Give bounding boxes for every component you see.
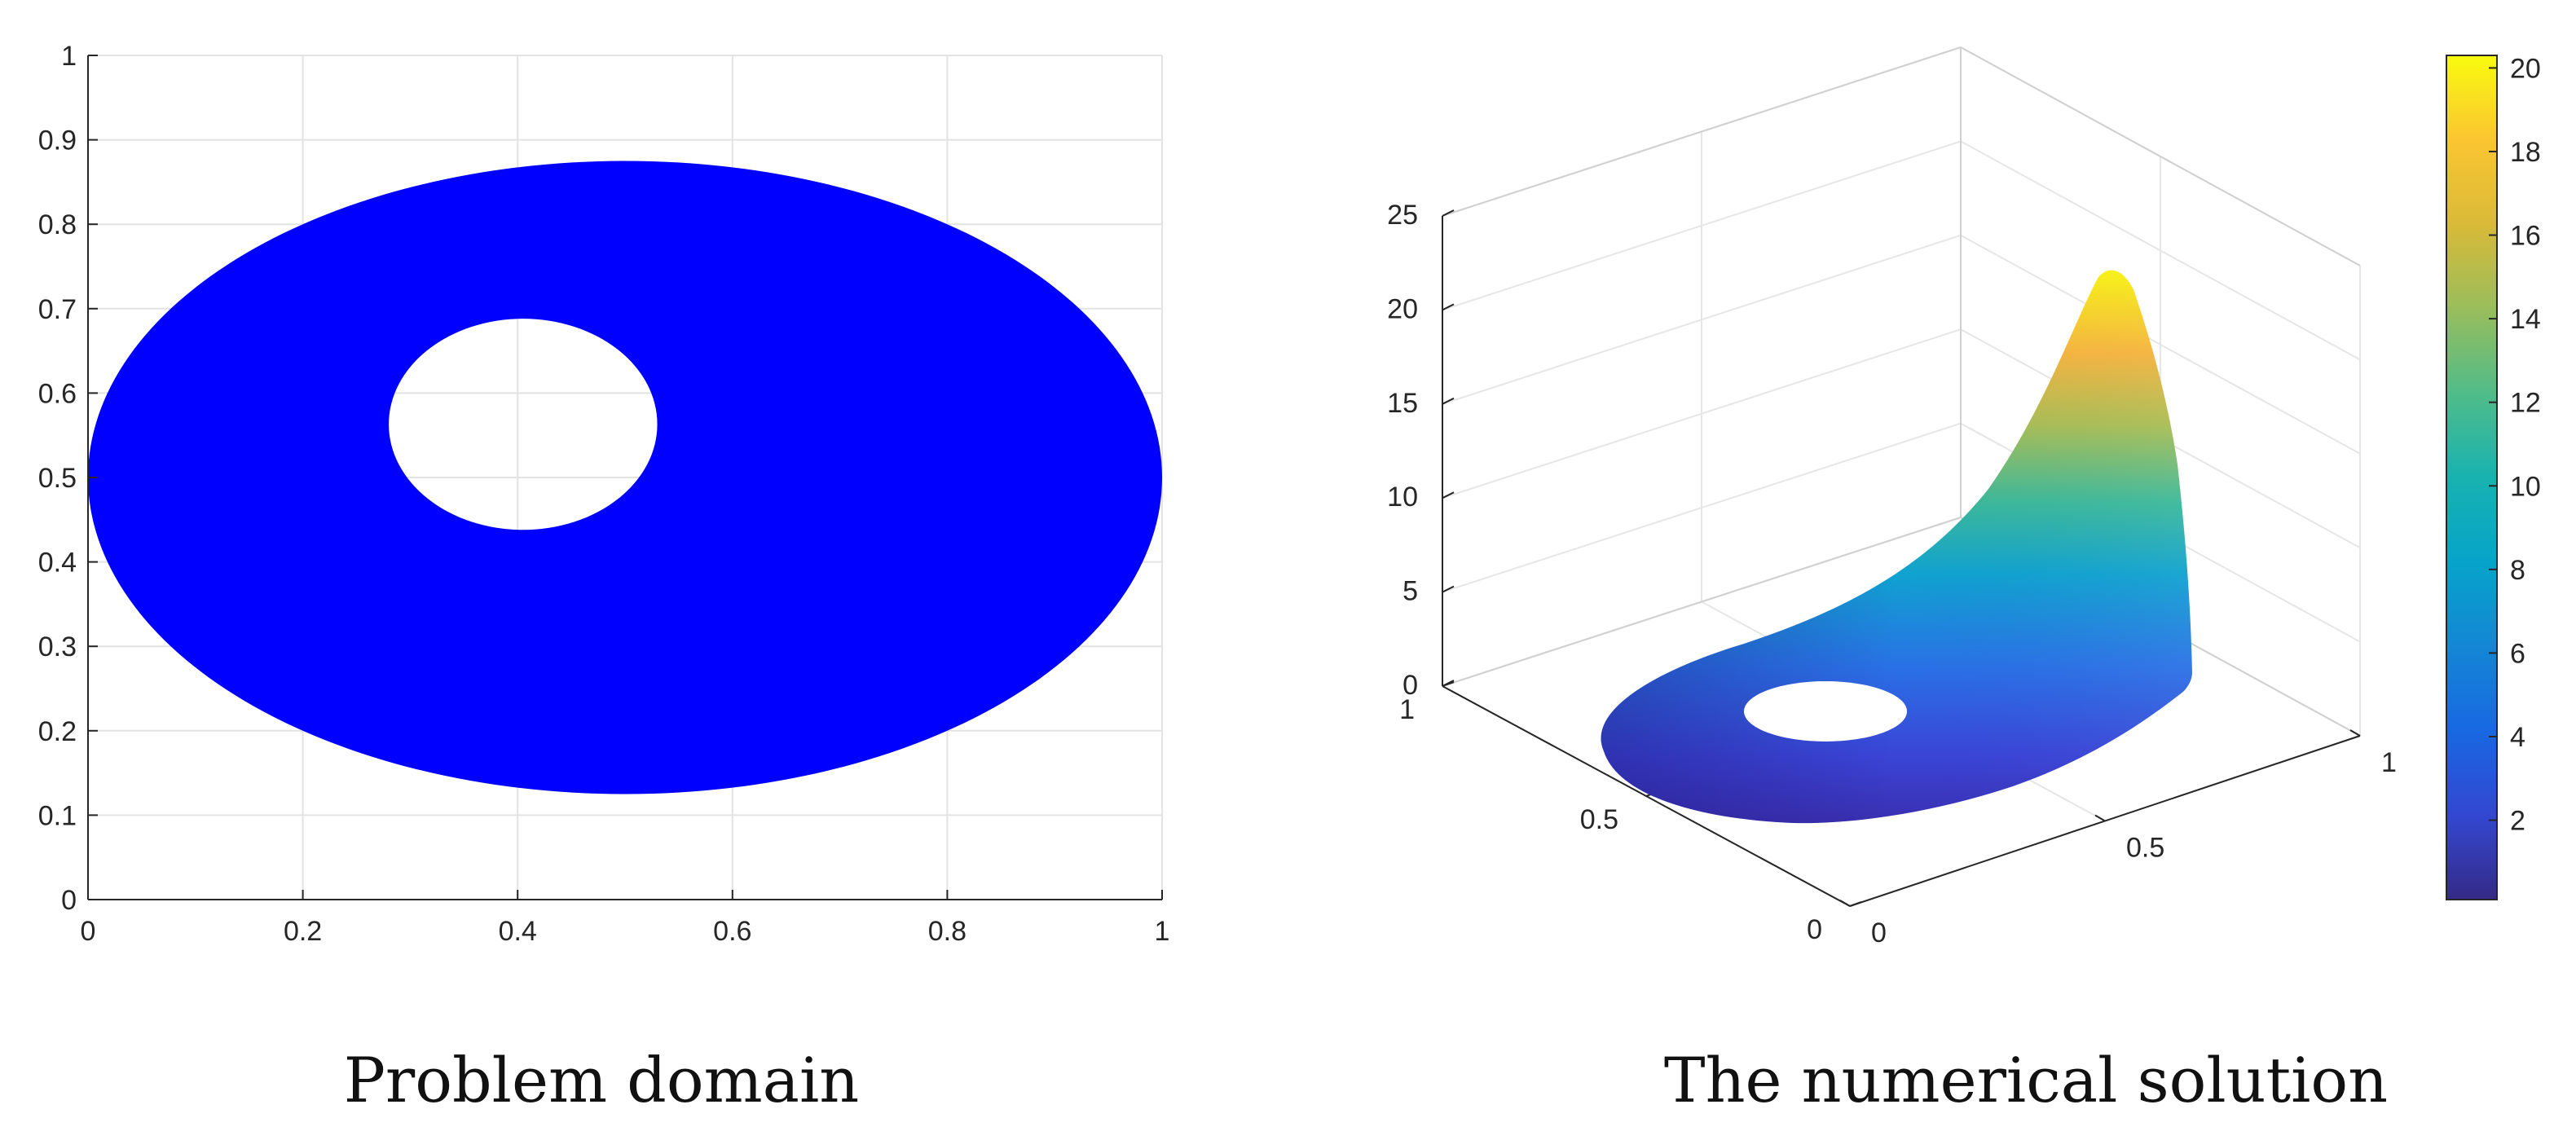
x-tick-label: 1: [2381, 747, 2397, 778]
y-tick-label: 0.5: [38, 463, 77, 494]
colorbar-tick-label: 12: [2510, 388, 2541, 419]
y-tick-label: 0: [1807, 914, 1822, 945]
z-tick-label: 5: [1402, 576, 1418, 607]
z-tick-mark: [1442, 303, 1455, 311]
z-tick-label: 0: [1402, 670, 1418, 701]
z-tick-mark: [1442, 585, 1455, 593]
colorbar-tick-label: 2: [2510, 806, 2525, 837]
colorbar-tick-label: 18: [2510, 137, 2541, 168]
y-tick-label: 0.6: [38, 378, 77, 409]
annulus-region: [88, 161, 1162, 794]
y-tick-label: 0.4: [38, 548, 77, 579]
y-tick-label: 0.7: [38, 294, 77, 325]
y-tick-mark: [1849, 901, 1862, 907]
z-tick-label: 15: [1387, 388, 1418, 419]
y-tick-label: 0.9: [38, 125, 77, 156]
z-tick-label: 25: [1387, 200, 1418, 231]
y-tick-label: 0: [61, 885, 77, 916]
colorbar-tick-label: 8: [2510, 555, 2525, 586]
surface-mesh: [1601, 270, 2192, 824]
box-floor-edge-back-left: [1442, 517, 1962, 687]
y-tick-label: 0.1: [38, 800, 77, 831]
colorbar-gradient: [2446, 55, 2498, 900]
y-tick-label: 0.8: [38, 209, 77, 240]
y-tick-label: 1: [1399, 694, 1415, 725]
domain-axes-frame: [87, 55, 1163, 900]
x-tick-label: 0: [1871, 918, 1887, 948]
box-top-edge-right: [1960, 46, 2361, 266]
colorbar-tick-label: 4: [2510, 722, 2525, 753]
colorbar-tick-labels: 2 4 6 8 10 12 14 16 18 20: [2489, 53, 2541, 837]
z-tick-label: 20: [1387, 293, 1418, 324]
colorbar: [2446, 55, 2498, 900]
x-tick-label: 0.4: [499, 916, 537, 947]
y-tick-label: 0.2: [38, 716, 77, 747]
domain-tick-labels: 0 0.2 0.4 0.6 0.8 1 0 0.1 0.2 0.3 0.4 0.5 0.6 0.7 0.8 0…: [38, 41, 1170, 947]
x-tick-label: 0.6: [713, 916, 751, 947]
box-top-edge-left: [1442, 46, 1962, 217]
colorbar-tick-label: 6: [2510, 638, 2525, 669]
x-tick-mark: [2349, 729, 2361, 737]
x-tick-label: 1: [1155, 916, 1170, 947]
x-tick-label: 0.5: [2126, 833, 2164, 864]
y-tick-label: 0.3: [38, 632, 77, 662]
surface-shading: [1601, 270, 2192, 824]
x-tick-label: 0.2: [284, 916, 322, 947]
left-caption: Problem domain: [344, 1044, 859, 1116]
y-tick-label: 0.5: [1580, 804, 1618, 835]
z-tick-mark: [1442, 209, 1455, 217]
y-tick-mark: [1442, 681, 1455, 687]
x-tick-label: 0: [81, 916, 96, 947]
domain-region: [88, 161, 1162, 794]
z-tick-label: 10: [1387, 482, 1418, 513]
x-tick-mark: [1839, 900, 1851, 907]
z-tick-mark: [1442, 397, 1455, 405]
z-tick-mark: [1442, 491, 1455, 499]
colorbar-tick-label: 20: [2510, 53, 2541, 84]
colorbar-tick-label: 16: [2510, 221, 2541, 252]
x-tick-mark: [2094, 814, 2106, 822]
surface-hole: [1744, 681, 1907, 742]
colorbar-tick-label: 14: [2510, 304, 2541, 335]
right-caption: The numerical solution: [1664, 1044, 2388, 1116]
colorbar-tick-label: 10: [2510, 471, 2541, 502]
y-tick-label: 1: [61, 41, 77, 72]
x-tick-label: 0.8: [928, 916, 967, 947]
domain-plot: 0 0.2 0.4 0.6 0.8 1 0 0.1 0.2 0.3 0.4 0.5 0.6 0.7 0.8 0…: [38, 41, 1170, 947]
